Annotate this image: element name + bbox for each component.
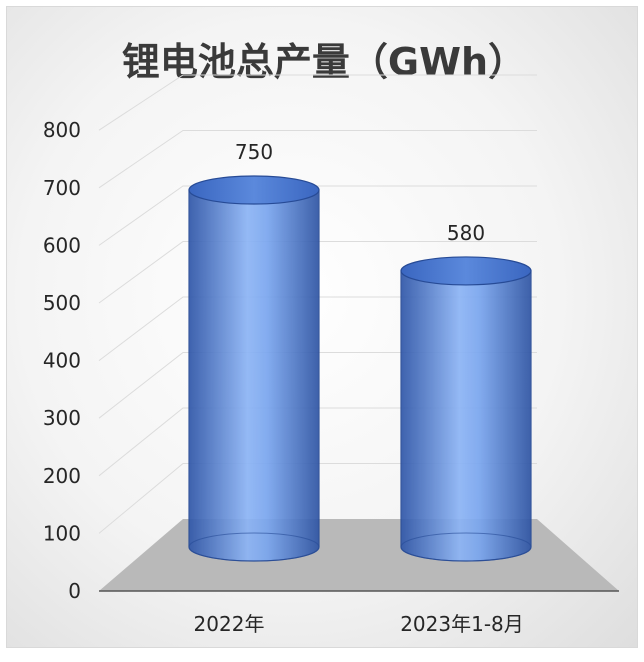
bar-body (188, 189, 320, 562)
bar-base-ring (400, 532, 532, 562)
gridline (98, 185, 537, 246)
y-tick-label: 500 (43, 291, 81, 315)
bar-body (400, 270, 532, 562)
bars (188, 175, 532, 562)
y-tick-label: 300 (43, 406, 81, 430)
bar-2 (400, 256, 532, 562)
bar-1 (188, 175, 320, 562)
gridline (98, 74, 537, 131)
chart-area: 锂电池总产量（GWh） 0 100 200 300 400 500 600 700 800 20… (6, 6, 638, 648)
bar-top (400, 256, 532, 286)
chart-floor (99, 519, 619, 591)
chart-title: 锂电池总产量（GWh） (122, 40, 526, 84)
y-tick-label: 100 (43, 521, 81, 545)
bar-base-ring (188, 532, 320, 562)
y-axis-ticks: 0 100 200 300 400 500 600 700 800 (43, 118, 81, 603)
data-label: 750 (235, 140, 273, 164)
gridline (98, 241, 537, 304)
data-label: 580 (447, 221, 485, 245)
bar-top (188, 175, 320, 205)
y-tick-label: 700 (43, 176, 81, 200)
data-labels: 750 580 (235, 140, 485, 245)
y-tick-label: 0 (68, 579, 81, 603)
chart-svg: 锂电池总产量（GWh） 0 100 200 300 400 500 600 700 800 20… (43, 40, 619, 636)
x-category-label: 2023年1-8月 (400, 612, 524, 636)
x-category-label: 2022年 (194, 612, 265, 636)
x-axis-categories: 2022年 2023年1-8月 (194, 612, 524, 636)
y-tick-label: 600 (43, 233, 81, 257)
y-tick-label: 400 (43, 349, 81, 373)
y-tick-label: 800 (43, 118, 81, 142)
gridline (98, 130, 537, 189)
y-tick-label: 200 (43, 464, 81, 488)
gridlines (98, 74, 537, 534)
